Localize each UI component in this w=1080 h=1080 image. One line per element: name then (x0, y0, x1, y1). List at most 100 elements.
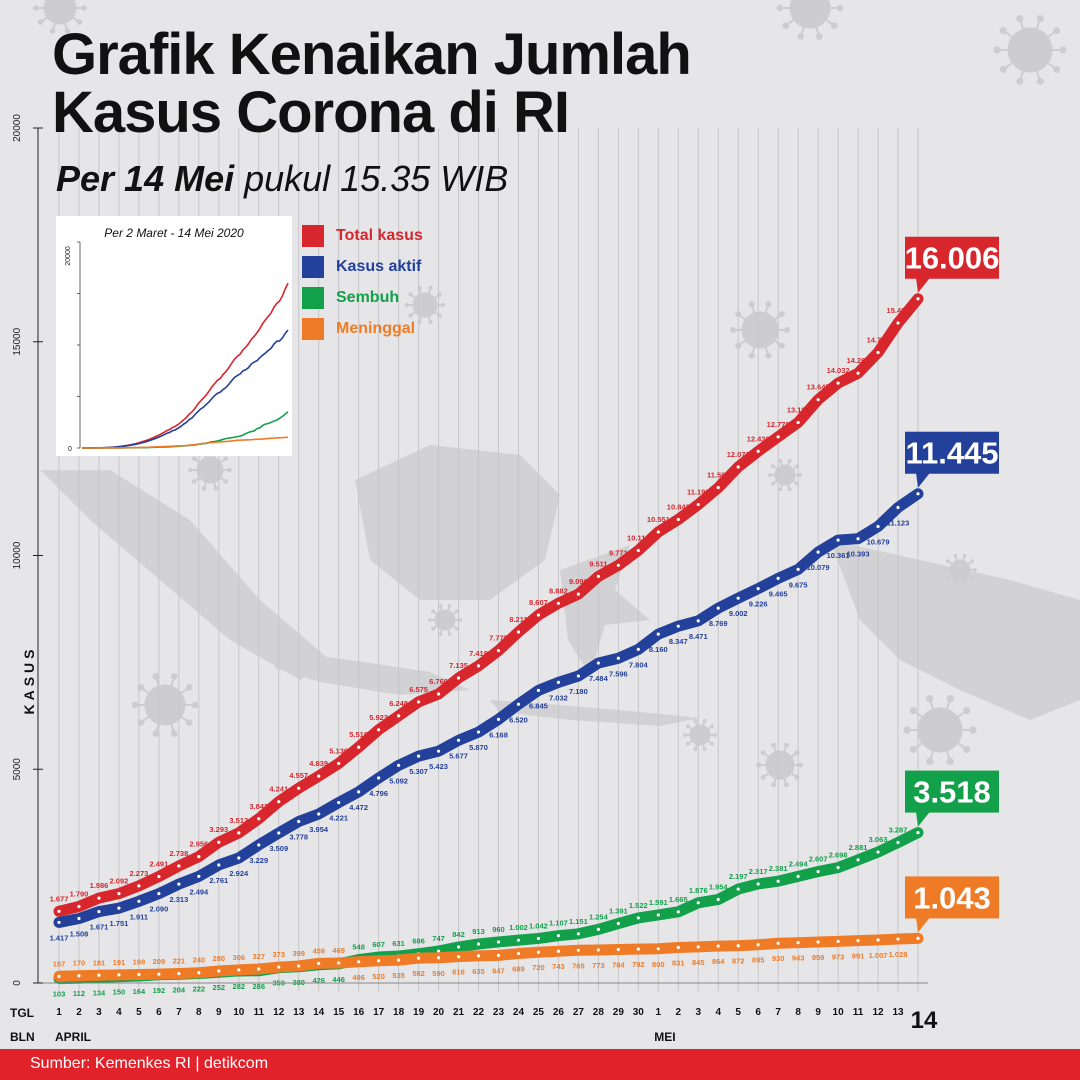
data-label: 864 (712, 957, 725, 966)
virus-spike-tip (778, 342, 785, 349)
data-point (816, 940, 820, 944)
data-point (177, 882, 181, 886)
data-label: 5.307 (409, 767, 428, 776)
data-point (916, 831, 920, 835)
callout-value: 16.006 (905, 241, 1000, 276)
data-point (77, 916, 81, 921)
data-label: 6.760 (429, 677, 448, 686)
virus-icon (768, 458, 802, 492)
data-label: 1.986 (90, 881, 109, 890)
data-point (676, 517, 680, 522)
chart-subtitle: Per 14 Mei pukul 15.35 WIB (56, 158, 508, 200)
data-label: 1.007 (869, 951, 888, 960)
data-point (277, 831, 281, 835)
callout-pointer (916, 277, 930, 293)
virus-spike-tip (771, 782, 776, 788)
virus-icon (33, 0, 87, 34)
x-tick-label: 14 (313, 1007, 325, 1018)
data-label: 689 (512, 965, 525, 974)
virus-spike-tip (683, 733, 687, 737)
data-label: 7.180 (569, 687, 588, 696)
data-label: 792 (632, 960, 645, 969)
inset-title: Per 2 Maret - 14 Mei 2020 (104, 226, 244, 240)
data-point (896, 937, 900, 941)
subtitle-date: Per 14 Mei (56, 158, 235, 199)
data-label: 327 (253, 952, 266, 961)
virus-spike-tip (963, 745, 971, 753)
data-label: 10.843 (667, 502, 690, 511)
data-label: 221 (173, 957, 186, 966)
data-label: 157 (53, 959, 66, 968)
virus-spike-tip (953, 553, 958, 558)
data-point (476, 942, 481, 946)
virus-spike-tip (702, 718, 707, 723)
x-tick-label: 3 (96, 1007, 102, 1018)
data-label: 13.112 (787, 405, 810, 414)
data-label: 426 (312, 976, 325, 985)
x-tick-label: 10 (833, 1007, 845, 1018)
virus-spike-tip (447, 632, 452, 637)
data-label: 635 (472, 967, 485, 976)
data-point (856, 939, 860, 943)
virus-spike-tip (787, 458, 792, 463)
data-label: 7.804 (629, 660, 649, 669)
x-tick-label: 20 (433, 1007, 445, 1018)
data-point (816, 550, 820, 554)
data-label: 14.032 (827, 366, 850, 375)
virus-spike-tip (798, 762, 804, 768)
data-point (337, 961, 341, 965)
callout-value: 1.043 (913, 880, 991, 915)
virus-spike-tip (926, 757, 934, 765)
callout-box (905, 431, 999, 474)
virus-spike-tip (765, 352, 772, 359)
data-point (576, 932, 580, 936)
data-label: 7.596 (609, 669, 628, 678)
series-line-4 (53, 932, 924, 982)
map-island-nusa-tenggara (490, 700, 700, 726)
x-tick-label: 24 (513, 1007, 525, 1018)
virus-body (689, 724, 711, 746)
data-label: 607 (372, 940, 385, 949)
data-point (876, 850, 880, 854)
final-value-callout: 11.445 (905, 431, 999, 488)
x-tick-label: 14 (911, 1007, 938, 1034)
callout-pointer (916, 811, 930, 827)
data-label: 2.381 (769, 864, 788, 873)
data-label: 7.484 (589, 674, 609, 683)
data-label: 240 (193, 956, 206, 965)
virus-spike-tip (201, 486, 207, 491)
data-label: 1.876 (689, 886, 708, 895)
data-point (456, 676, 461, 680)
data-label: 9.465 (769, 589, 788, 598)
data-label: 9.096 (569, 577, 588, 586)
data-point (576, 674, 580, 678)
data-point (776, 576, 780, 580)
data-label: 10.393 (847, 550, 870, 559)
virus-spike-tip (191, 456, 197, 461)
data-label: 8.471 (689, 632, 708, 641)
data-label: 686 (412, 937, 425, 946)
virus-spike-tip (946, 695, 954, 703)
virus-spike-tip (1036, 77, 1044, 85)
data-label: 1.391 (609, 907, 628, 916)
data-point (616, 947, 620, 952)
data-point (217, 969, 221, 973)
data-label: 9.771 (609, 548, 628, 557)
data-label: 280 (213, 954, 226, 963)
data-point (297, 786, 301, 790)
data-point (716, 944, 720, 948)
legend-item: Meninggal (302, 313, 423, 344)
virus-spike-tip (970, 559, 975, 564)
data-label: 2.956 (189, 840, 208, 849)
data-label: 5.092 (389, 776, 408, 785)
chart-title-line2: Kasus Corona di RI (52, 80, 570, 145)
data-label: 647 (492, 966, 505, 975)
x-tick-label: 3 (695, 1007, 701, 1018)
data-point (776, 941, 780, 945)
virus-spike-tip (428, 319, 433, 325)
virus-body (789, 0, 831, 29)
data-point (656, 632, 660, 636)
data-point (97, 909, 101, 914)
data-label: 14.265 (847, 356, 870, 365)
inset-chart: 20000 0 Per 2 Maret - 14 Mei 2020 (56, 216, 292, 456)
